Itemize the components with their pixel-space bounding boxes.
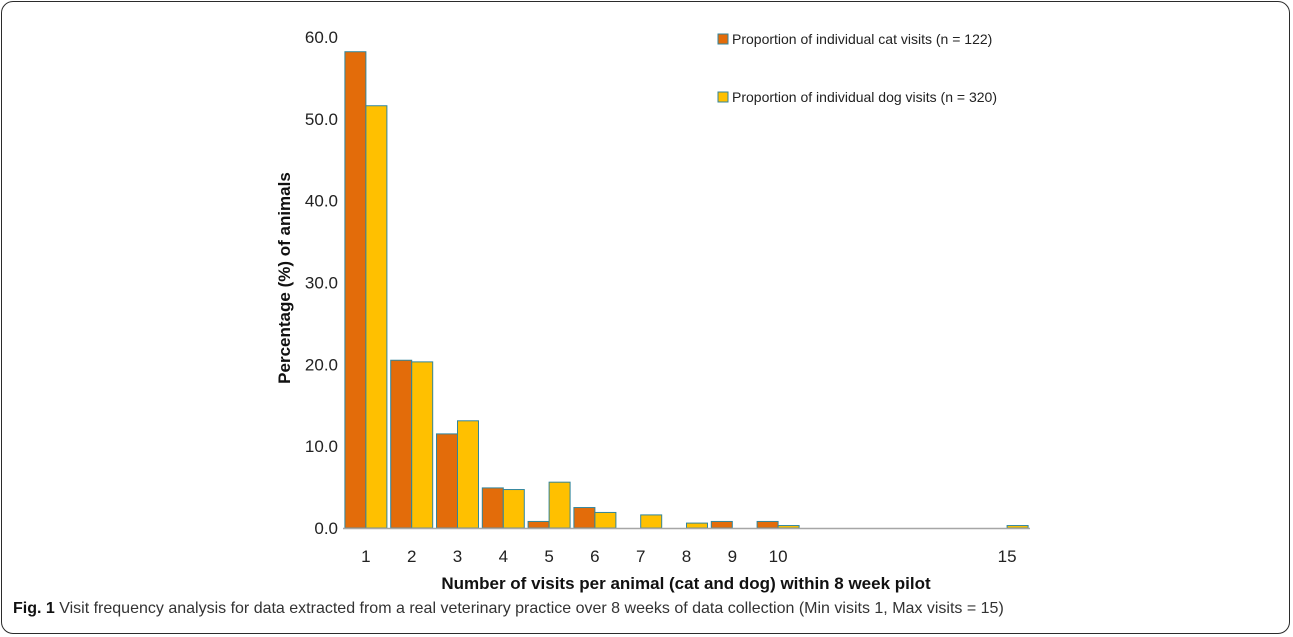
dog-bar	[777, 525, 800, 529]
dog-bar	[457, 420, 479, 529]
dog-bar	[1006, 525, 1029, 529]
x-tick-label: 4	[499, 547, 508, 566]
x-tick-label: 15	[998, 547, 1017, 566]
x-tick-label: 2	[407, 547, 416, 566]
cat-bar	[710, 520, 733, 529]
y-tick-label: 0.0	[314, 519, 338, 538]
dog-bar	[502, 489, 525, 529]
y-axis: 0.0 10.0 20.0 30.0 40.0 50.0 60.0	[305, 28, 338, 538]
x-tick-label: 5	[544, 547, 553, 566]
cat-bar	[481, 487, 504, 529]
legend-swatch-cat	[717, 33, 729, 45]
dog-bar	[365, 105, 388, 529]
y-tick-label: 40.0	[305, 192, 338, 211]
caption-label: Fig. 1	[13, 600, 55, 617]
y-tick-label: 20.0	[305, 355, 338, 374]
dog-bar	[411, 361, 434, 529]
dog-bar	[640, 514, 663, 529]
x-tick-label: 3	[453, 547, 462, 566]
cat-bar	[390, 359, 413, 529]
bars	[344, 51, 1029, 529]
x-axis: 1 2 3 4 5 6 7 8 9 10 15	[361, 547, 1016, 566]
dog-bar	[548, 481, 571, 529]
cat-bar	[527, 520, 550, 529]
y-tick-label: 30.0	[305, 274, 338, 293]
x-tick-label: 10	[769, 547, 788, 566]
x-tick-label: 7	[636, 547, 645, 566]
figure-caption: Fig. 1 Visit frequency analysis for data…	[13, 600, 1283, 618]
caption-text: Visit frequency analysis for data extrac…	[54, 600, 1004, 617]
cat-bar	[573, 507, 596, 529]
y-tick-label: 50.0	[305, 110, 338, 129]
dog-bar	[686, 522, 708, 529]
x-tick-label: 6	[590, 547, 599, 566]
legend-label-cat: Proportion of individual cat visits (n =…	[732, 31, 992, 47]
x-tick-label: 9	[728, 547, 737, 566]
x-tick-label: 8	[682, 547, 691, 566]
legend-label-dog: Proportion of individual dog visits (n =…	[732, 89, 997, 105]
x-tick-label: 1	[361, 547, 370, 566]
cat-bar	[756, 520, 779, 529]
cat-bar	[436, 433, 458, 529]
y-tick-label: 60.0	[305, 28, 338, 47]
x-axis-title: Number of visits per animal (cat and dog…	[441, 574, 931, 593]
y-axis-title: Percentage (%) of animals	[275, 172, 294, 384]
y-tick-label: 10.0	[305, 437, 338, 456]
legend-swatch-dog	[717, 91, 729, 103]
legend: Proportion of individual cat visits (n =…	[717, 31, 997, 105]
dog-bar	[594, 511, 617, 529]
cat-bar	[344, 51, 367, 529]
